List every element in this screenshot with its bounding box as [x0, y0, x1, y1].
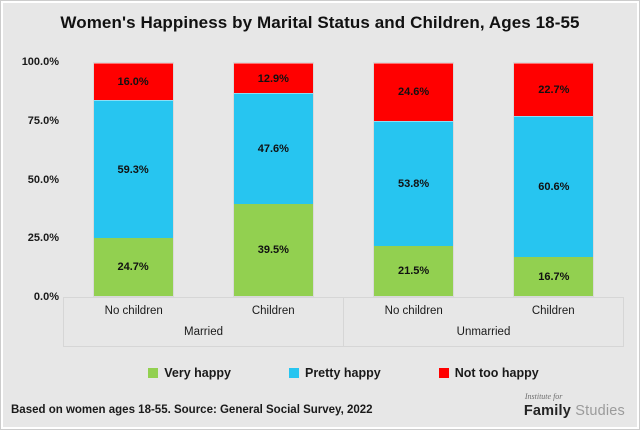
bar-segment-very-happy: 24.7% [93, 238, 173, 296]
bar-segment-pretty-happy: 59.3% [93, 100, 173, 239]
logo-brand: Family Studies [524, 403, 625, 419]
data-label: 22.7% [538, 83, 570, 96]
legend-item-pretty-happy: Pretty happy [288, 366, 381, 380]
bar-segment-pretty-happy: 47.6% [233, 93, 313, 204]
group-label: Unmarried [456, 326, 511, 338]
ifs-logo: Institute for Family Studies [524, 393, 625, 419]
stacked-bar: 39.5% 47.6% 12.9% [232, 62, 314, 297]
data-label: 24.6% [398, 86, 430, 99]
y-tick-label: 50.0% [27, 173, 59, 186]
legend-item-not-too-happy: Not too happy [438, 366, 539, 380]
data-label: 60.6% [538, 181, 570, 193]
data-label: 24.7% [117, 261, 149, 274]
stacked-bar: 21.5% 53.8% 24.6% [373, 62, 455, 297]
logo-brand-primary: Family [523, 403, 571, 419]
legend-label: Very happy [164, 366, 231, 380]
category-label: No children [104, 305, 163, 317]
data-label: 16.7% [538, 270, 570, 283]
category-label: Children [251, 305, 295, 317]
data-label: 16.0% [117, 76, 149, 89]
bar-segment-very-happy: 16.7% [514, 257, 594, 296]
stacked-bar: 24.7% 59.3% 16.0% [92, 62, 174, 297]
legend-label: Not too happy [454, 366, 539, 380]
category-group-unmarried: No children Children Unmarried [343, 298, 623, 346]
legend-swatch-not-too-happy-icon [438, 368, 449, 378]
bar-segment-pretty-happy: 60.6% [514, 115, 594, 258]
category-group-married: No children Children Married [63, 298, 343, 346]
y-tick-label: 75.0% [27, 114, 59, 127]
y-axis: 100.0% 75.0% 50.0% 25.0% 0.0% [3, 3, 59, 353]
bar-group-unmarried: 21.5% 53.8% 24.6% 16.7% 60.6% 22.7% [344, 62, 625, 297]
legend-swatch-pretty-happy-icon [288, 368, 299, 378]
bar-segment-not-too-happy: 24.6% [374, 63, 454, 121]
bar-slot: 24.7% 59.3% 16.0% [63, 62, 203, 297]
data-label: 39.5% [257, 243, 289, 256]
bar-group-married: 24.7% 59.3% 16.0% 39.5% 47.6% 12.9% [63, 62, 344, 297]
chart-canvas: Women's Happiness by Marital Status and … [3, 3, 637, 427]
data-label: 21.5% [398, 264, 430, 277]
bar-segment-not-too-happy: 22.7% [514, 63, 594, 116]
category-row: No children Children [344, 298, 623, 322]
category-row: No children Children [64, 298, 343, 322]
bar-segment-not-too-happy: 12.9% [233, 63, 313, 94]
bar-segment-very-happy: 21.5% [374, 245, 454, 296]
data-label: 12.9% [257, 72, 289, 85]
bar-slot: 21.5% 53.8% 24.6% [344, 62, 484, 297]
legend-label: Pretty happy [304, 366, 381, 380]
legend-item-very-happy: Very happy [148, 366, 231, 380]
y-tick-label: 25.0% [27, 232, 59, 245]
bar-segment-pretty-happy: 53.8% [374, 120, 454, 246]
data-label: 47.6% [257, 143, 289, 156]
bar-slot: 16.7% 60.6% 22.7% [484, 62, 624, 297]
x-axis-category-table: No children Children Married No children Chi… [63, 297, 624, 347]
data-label: 59.3% [117, 163, 149, 176]
y-tick-label: 100.0% [21, 56, 59, 68]
group-label: Married [184, 326, 223, 338]
bar-slot: 39.5% 47.6% 12.9% [203, 62, 343, 297]
source-note: Based on women ages 18-55. Source: Gener… [11, 404, 373, 416]
legend-swatch-very-happy-icon [148, 368, 159, 378]
category-label: Children [531, 305, 575, 317]
y-tick-label: 0.0% [33, 291, 59, 303]
legend: Very happy Pretty happy Not too happy [63, 366, 624, 380]
stacked-bar: 16.7% 60.6% 22.7% [513, 62, 595, 297]
category-label: No children [384, 305, 443, 317]
logo-brand-secondary: Studies [575, 403, 625, 419]
plot-area: 24.7% 59.3% 16.0% 39.5% 47.6% 12.9% 21.5% 53.8%… [63, 62, 624, 297]
bar-segment-not-too-happy: 16.0% [93, 63, 173, 101]
logo-tagline: Institute for [524, 392, 563, 401]
data-label: 53.8% [398, 177, 430, 190]
chart-title: Women's Happiness by Marital Status and … [60, 13, 580, 32]
bar-segment-very-happy: 39.5% [233, 203, 313, 296]
